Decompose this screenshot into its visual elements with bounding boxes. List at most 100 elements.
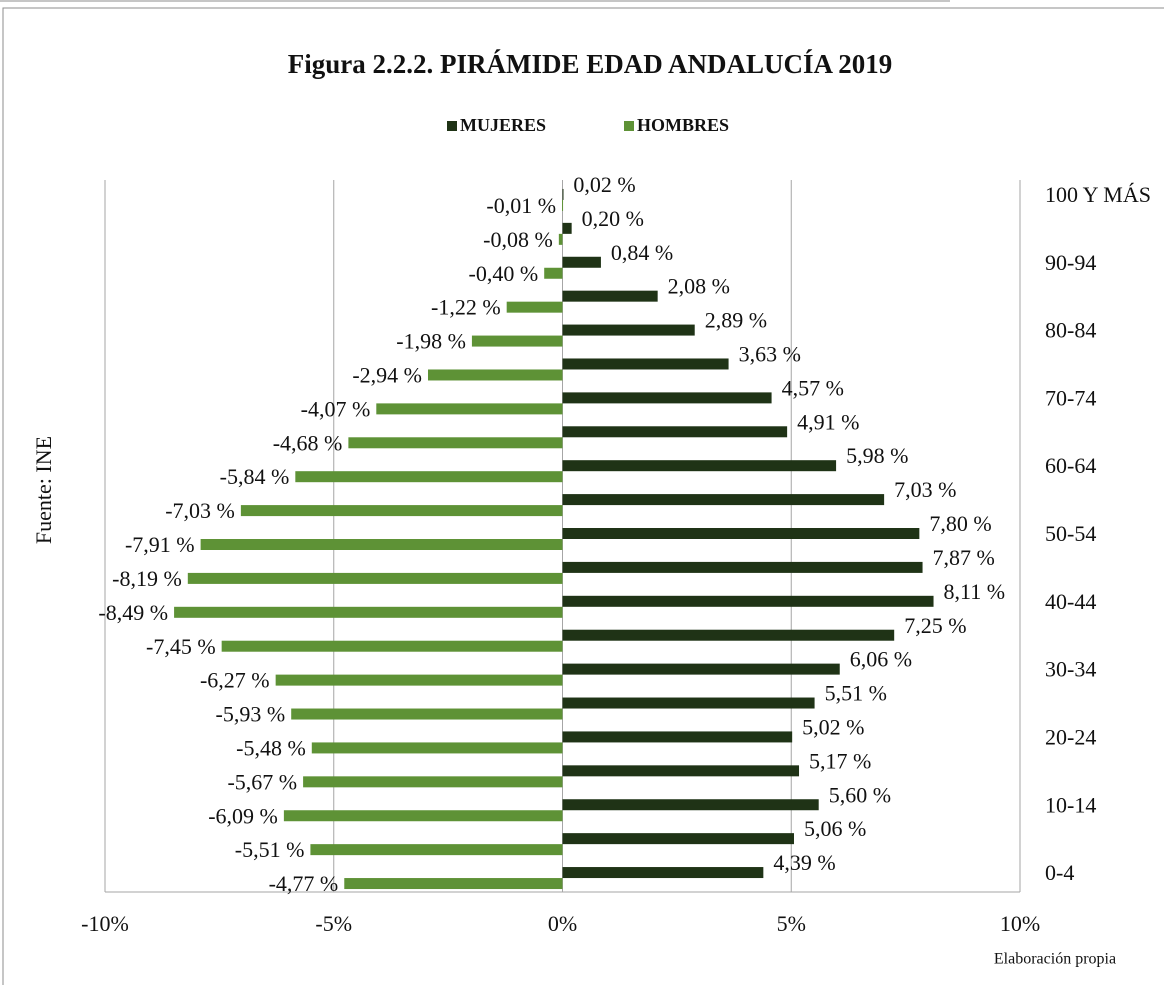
bar [562, 199, 564, 211]
value-label: -4,77 % [269, 871, 339, 896]
bar [240, 505, 563, 517]
value-label: 6,06 % [850, 647, 912, 672]
value-label: 5,60 % [829, 782, 891, 807]
bar [471, 335, 563, 347]
value-label: -0,01 % [486, 193, 556, 218]
value-label: -0,40 % [469, 261, 539, 286]
value-label: 2,08 % [668, 274, 730, 299]
bar [376, 403, 563, 415]
bar [562, 765, 800, 777]
bar [506, 301, 563, 313]
value-label: 0,02 % [573, 172, 635, 197]
value-label: 7,25 % [904, 613, 966, 638]
bar [562, 629, 895, 641]
value-label: -7,45 % [146, 634, 216, 659]
bar [562, 222, 572, 234]
x-tick-label: -5% [315, 911, 352, 936]
bar [187, 572, 563, 584]
value-label: -8,19 % [112, 566, 182, 591]
bar [562, 324, 695, 336]
value-label: -5,84 % [220, 464, 290, 489]
value-label: 2,89 % [705, 308, 767, 333]
value-label: 4,39 % [773, 850, 835, 875]
bar [427, 369, 563, 381]
y-tick-label: 20-24 [1045, 724, 1096, 749]
x-tick-label: 5% [777, 911, 806, 936]
bar [562, 256, 601, 268]
value-label: -5,51 % [235, 837, 305, 862]
bar [283, 810, 563, 822]
chart-title: Figura 2.2.2. PIRÁMIDE EDAD ANDALUCÍA 20… [288, 49, 893, 79]
legend-swatch [624, 121, 634, 131]
bar [562, 799, 819, 811]
bar [303, 776, 563, 788]
bar [221, 640, 563, 652]
value-label: -1,22 % [431, 295, 501, 320]
bar [562, 833, 794, 845]
value-label: -5,48 % [236, 735, 306, 760]
value-label: -2,94 % [352, 363, 422, 388]
value-label: 5,17 % [809, 748, 871, 773]
x-tick-label: 10% [1000, 911, 1040, 936]
bar [558, 233, 563, 245]
bar [562, 731, 793, 743]
y-tick-label: 60-64 [1045, 453, 1096, 478]
bar [291, 708, 563, 720]
value-label: -8,49 % [98, 600, 168, 625]
value-label: 0,20 % [582, 206, 644, 231]
bar [562, 867, 764, 879]
y-tick-label: 50-54 [1045, 521, 1096, 546]
bar [562, 561, 923, 573]
bar [275, 674, 563, 686]
value-label: 5,02 % [802, 714, 864, 739]
value-label: 5,51 % [825, 681, 887, 706]
bar [562, 426, 788, 438]
bar [562, 494, 885, 506]
legend-label: MUJERES [460, 115, 546, 135]
value-label: 5,06 % [804, 816, 866, 841]
bar [311, 742, 563, 754]
value-label: 7,80 % [929, 511, 991, 536]
value-label: 0,84 % [611, 240, 673, 265]
bar [310, 844, 563, 856]
value-label: -7,91 % [125, 532, 195, 557]
bar [562, 595, 934, 607]
bar [200, 539, 563, 550]
value-label: 4,57 % [782, 375, 844, 400]
value-label: -6,27 % [200, 668, 270, 693]
bar [544, 267, 563, 279]
y-tick-label: 90-94 [1045, 250, 1096, 275]
bar [344, 878, 563, 890]
y-tick-label: 0-4 [1045, 860, 1074, 885]
value-label: 3,63 % [739, 342, 801, 367]
y-tick-label: 30-34 [1045, 657, 1096, 682]
bar [562, 358, 729, 370]
value-label: -5,93 % [216, 702, 286, 727]
value-label: -1,98 % [396, 329, 466, 354]
value-label: -5,67 % [227, 769, 297, 794]
bar [562, 697, 815, 709]
bar [562, 392, 772, 404]
value-label: -4,07 % [301, 396, 371, 421]
value-label: 7,03 % [894, 477, 956, 502]
value-label: 5,98 % [846, 443, 908, 468]
value-label: -6,09 % [208, 803, 278, 828]
bar [174, 606, 563, 618]
bar [562, 528, 920, 539]
y-tick-label: 40-44 [1045, 589, 1096, 614]
x-tick-label: 0% [548, 911, 577, 936]
bar [562, 663, 840, 675]
y-tick-label: 100 Y MÁS [1045, 182, 1151, 207]
y-tick-label: 70-74 [1045, 385, 1096, 410]
y-axis-label: Fuente: INE [31, 436, 56, 544]
bar [562, 460, 837, 472]
annotation: Elaboración propia [994, 951, 1116, 968]
value-label: 8,11 % [944, 579, 1006, 604]
chart-frame [2, 7, 1164, 985]
bar [562, 188, 564, 200]
bar [562, 290, 658, 302]
legend-label: HOMBRES [637, 115, 729, 135]
y-tick-label: 80-84 [1045, 318, 1096, 343]
value-label: -0,08 % [483, 227, 553, 252]
